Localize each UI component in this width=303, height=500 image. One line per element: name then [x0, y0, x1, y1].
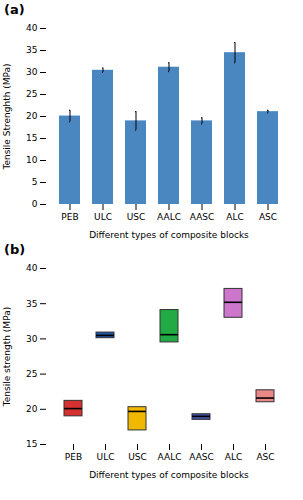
svg-text:AASC: AASC — [189, 452, 214, 462]
svg-text:PEB: PEB — [65, 452, 82, 462]
svg-text:Tensile strength (MPa): Tensile strength (MPa) — [2, 307, 12, 407]
svg-text:40: 40 — [26, 23, 38, 33]
svg-text:ULC: ULC — [94, 212, 112, 222]
svg-text:20: 20 — [26, 404, 38, 414]
svg-text:ASC: ASC — [256, 452, 274, 462]
svg-text:25: 25 — [26, 369, 37, 379]
svg-text:USC: USC — [128, 452, 147, 462]
html-text:(a): (a) — [4, 2, 25, 17]
svg-text:5: 5 — [32, 177, 38, 187]
svg-text:35: 35 — [26, 299, 37, 309]
svg-text:AALC: AALC — [158, 452, 182, 462]
svg-text:Different types of composite b: Different types of composite blocks — [89, 470, 249, 480]
svg-text:ALC: ALC — [225, 452, 242, 462]
svg-text:USC: USC — [127, 212, 146, 222]
svg-text:15: 15 — [26, 439, 37, 449]
svg-text:20: 20 — [26, 111, 38, 121]
svg-text:40: 40 — [26, 263, 38, 273]
svg-text:ASC: ASC — [259, 212, 277, 222]
svg-text:ULC: ULC — [97, 452, 115, 462]
svg-text:AASC: AASC — [190, 212, 215, 222]
svg-text:10: 10 — [26, 155, 38, 165]
svg-text:PEB: PEB — [61, 212, 78, 222]
svg-text:15: 15 — [26, 133, 37, 143]
svg-text:35: 35 — [26, 45, 37, 55]
svg-text:30: 30 — [26, 334, 38, 344]
svg-text:AALC: AALC — [157, 212, 181, 222]
svg-text:0: 0 — [32, 199, 38, 209]
svg-text:30: 30 — [26, 67, 38, 77]
svg-text:Tensile Strenghth (MPa): Tensile Strenghth (MPa) — [2, 63, 12, 170]
html-text:(b): (b) — [4, 242, 26, 257]
svg-text:Different types of composite b: Different types of composite blocks — [89, 230, 249, 240]
svg-text:25: 25 — [26, 89, 37, 99]
svg-text:ALC: ALC — [226, 212, 243, 222]
